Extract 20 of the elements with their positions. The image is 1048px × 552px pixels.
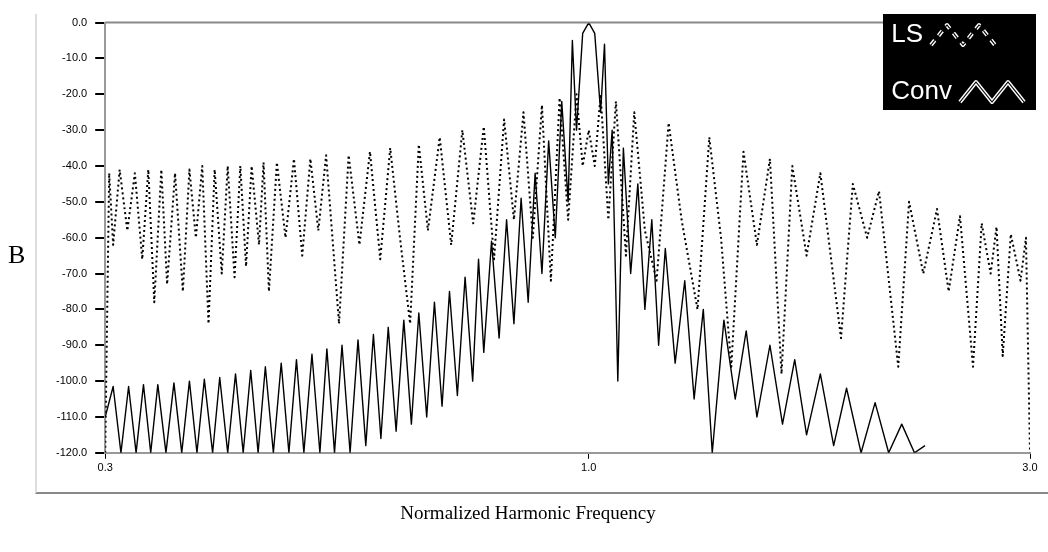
y-tick-label: -60.0 bbox=[62, 230, 88, 243]
y-tick-label: -100.0 bbox=[55, 374, 88, 387]
legend-label: LS bbox=[891, 18, 924, 49]
x-tick-label: 0.3 bbox=[97, 461, 113, 474]
y-tick-label: -120.0 bbox=[55, 445, 88, 458]
y-tick-label: -10.0 bbox=[62, 51, 88, 64]
y-tick-label: -50.0 bbox=[62, 194, 88, 207]
x-axis-title: Normalized Harmonic Frequency bbox=[399, 502, 657, 524]
y-tick-label: -110.0 bbox=[56, 409, 88, 422]
y-tick-label: -40.0 bbox=[62, 159, 88, 172]
y-tick-label: -30.0 bbox=[62, 123, 88, 136]
y-tick-label: -20.0 bbox=[62, 87, 88, 100]
x-tick-label: 3.0 bbox=[1022, 461, 1038, 474]
y-tick-label: 0.0 bbox=[71, 15, 88, 28]
y-tick-label: -70.0 bbox=[62, 266, 88, 279]
y-axis-title: B bbox=[8, 240, 26, 270]
legend-label: Conv bbox=[891, 75, 952, 106]
x-tick-label: 1.0 bbox=[581, 461, 597, 474]
y-tick-label: -80.0 bbox=[62, 302, 88, 315]
y-tick-label: -90.0 bbox=[62, 338, 88, 351]
